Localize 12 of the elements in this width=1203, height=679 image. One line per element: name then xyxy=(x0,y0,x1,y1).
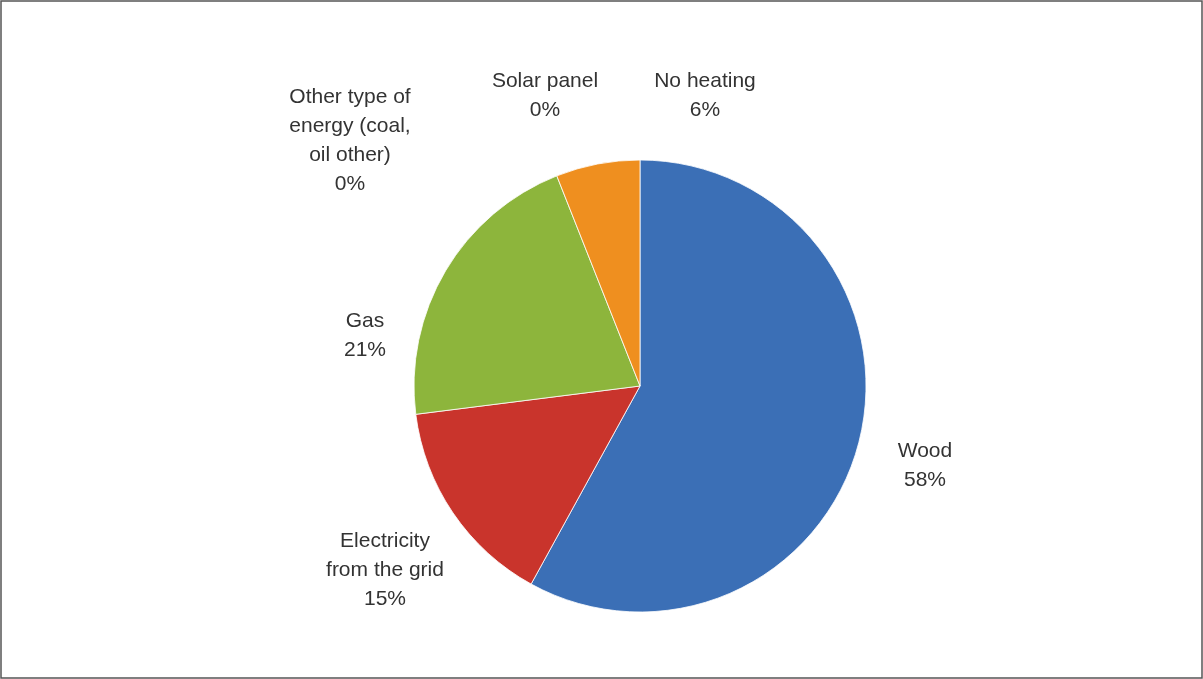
category-label: Other type of energy (coal, oil other) xyxy=(289,83,411,165)
text: 0% xyxy=(529,96,561,120)
slice-label: Wood xyxy=(897,437,953,461)
slice-label: Gas xyxy=(345,307,385,331)
data-label: 58% xyxy=(903,466,947,490)
slice-label: No heating xyxy=(654,67,756,91)
text: 0% xyxy=(334,170,366,194)
data-label: 15% xyxy=(363,585,407,609)
data-label: 21% xyxy=(343,336,387,360)
data-label: 6% xyxy=(689,96,721,120)
category-label: Solar panel xyxy=(491,67,599,91)
slice-label: Electricity from the grid xyxy=(326,527,444,580)
